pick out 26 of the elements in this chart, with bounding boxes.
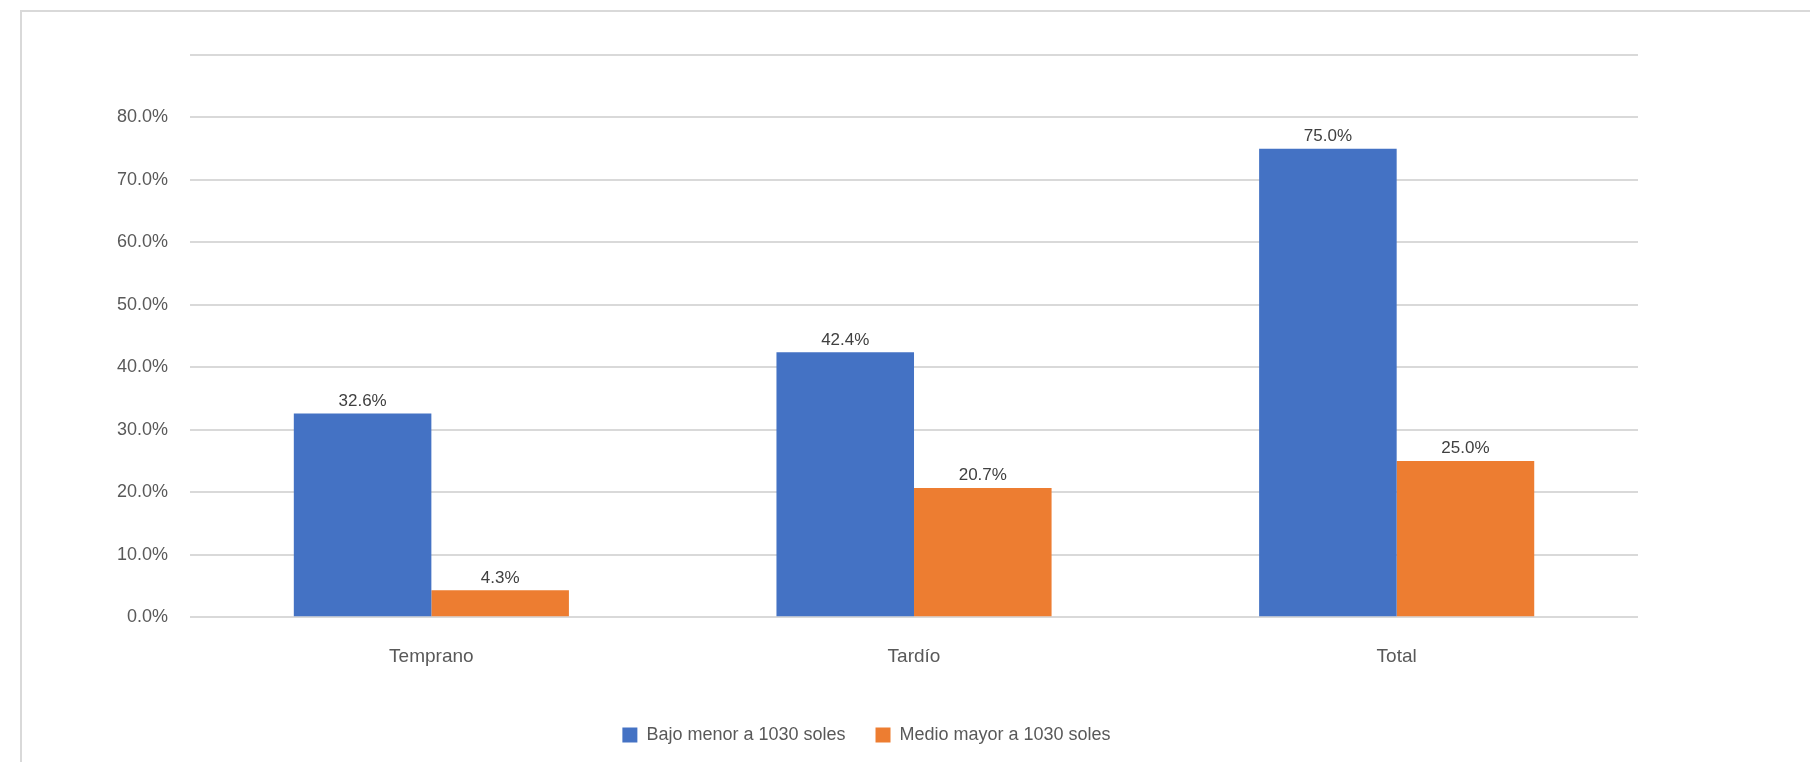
bar [1259, 148, 1397, 617]
data-label: 42.4% [821, 329, 870, 349]
y-tick-label: 20.0% [116, 481, 169, 502]
legend-label: Bajo menor a 1030 soles [646, 723, 846, 744]
legend-label: Medio mayor a 1030 soles [899, 723, 1111, 744]
data-label: 32.6% [338, 390, 387, 410]
bar [431, 590, 569, 617]
y-tick-label: 70.0% [116, 168, 169, 189]
x-tick-label: Tardío [887, 644, 941, 666]
data-label: 75.0% [1303, 125, 1352, 145]
bar [776, 352, 915, 617]
y-tick-label: 0.0% [127, 606, 169, 627]
bar [1396, 461, 1535, 617]
data-label: 4.3% [480, 567, 520, 587]
bar [293, 413, 432, 617]
data-label: 25.0% [1441, 438, 1490, 458]
y-tick-label: 30.0% [116, 418, 169, 439]
bar [914, 487, 1052, 617]
y-tick-label: 40.0% [116, 356, 169, 377]
x-tick-label: Temprano [389, 644, 474, 666]
y-tick-label: 60.0% [116, 231, 169, 252]
y-tick-label: 50.0% [116, 293, 169, 314]
x-tick-label: Total [1376, 644, 1417, 666]
y-tick-label: 80.0% [116, 106, 169, 127]
data-label: 20.7% [958, 465, 1007, 485]
y-tick-label: 10.0% [116, 543, 169, 564]
